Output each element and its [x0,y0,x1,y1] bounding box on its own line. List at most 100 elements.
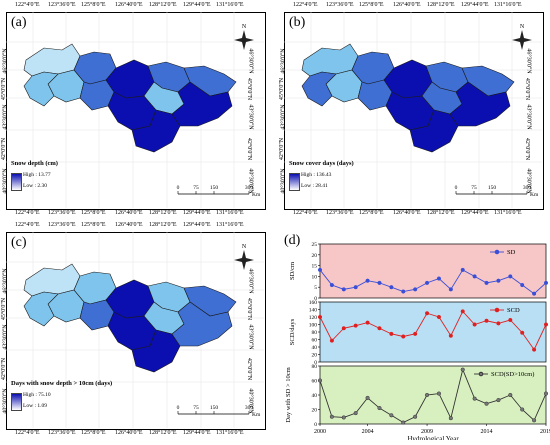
data-point [389,413,394,418]
lon-label: 123°36'0"E [326,210,354,216]
y-tick-label: 15 [312,264,318,270]
lon-label: 122°4'0"E [15,430,40,436]
lon-label: 129°44'0"E [183,222,211,228]
data-point [460,367,465,372]
y-tick-label: 140 [309,308,318,314]
y-axis-label: SD/cm [289,262,296,280]
data-point [508,274,513,279]
scale-tick-label: 0 [177,405,180,411]
scale-tick-label: 75 [193,185,199,191]
data-point [329,414,334,419]
north-label: N [242,244,247,250]
scale-unit: Km [252,192,261,198]
data-point [365,320,370,325]
legend-color-ramp [11,173,22,191]
data-point [377,326,382,331]
north-arrow-icon: N [234,24,254,50]
legend-marker [494,307,500,313]
map-region [171,301,233,347]
lon-label: 123°36'0"E [48,210,76,216]
map-region [23,71,59,107]
lon-label: 125°8'0"E [81,2,106,8]
y-tick-label: 25 [312,242,318,248]
y-tick-label: 40 [312,345,318,351]
legend-color-ramp [11,393,22,411]
plot-background [319,243,547,299]
x-tick-label: 2004 [362,429,374,435]
scale-tick-label: 0 [455,185,458,191]
data-point [484,401,489,406]
lon-label: 122°4'0"E [15,2,40,8]
data-point [317,378,323,383]
y-tick-label: 100 [309,323,318,329]
data-point [448,416,453,421]
scale-tick-label: 75 [193,405,199,411]
data-point [389,285,394,290]
y-tick-label: 160 [309,300,318,306]
lon-label: 126°40'0"E [115,2,143,8]
lon-label: 128°12'0"E [427,2,455,8]
data-point [508,392,513,398]
data-point [425,311,430,316]
data-point [508,317,513,323]
data-point [532,418,537,423]
legend-low: Low : 2.30 [23,183,47,189]
lon-label: 122°4'0"E [15,222,40,228]
lon-label: 129°44'0"E [461,2,489,8]
lon-label: 128°12'0"E [149,430,177,436]
y-axis-label: SCD/days [289,318,296,345]
lon-label: 123°36'0"E [48,2,76,8]
y-tick-label: 0 [314,296,317,302]
legend-color-ramp [289,173,300,191]
north-label: N [520,24,525,30]
x-tick-label: 2019 [540,429,550,435]
data-point [543,391,549,396]
y-tick-label: 60 [312,338,318,344]
data-point [520,407,525,412]
lon-label: 122°4'0"E [293,210,318,216]
data-point [377,280,382,285]
data-point [448,287,453,292]
data-point [520,330,525,335]
data-point [353,411,358,416]
scale-tick-label: 0 [177,185,180,191]
data-point [436,314,441,320]
legend-label: SCD [507,307,520,314]
data-point [496,398,501,403]
lon-label: 131°16'0"E [216,2,244,8]
data-point [413,287,418,292]
panel-label: (a) [11,15,27,30]
data-point [460,267,465,272]
data-point [413,414,418,419]
lon-label: 126°40'0"E [115,430,143,436]
scale-tick-label: 75 [471,185,477,191]
data-point [460,309,465,314]
lon-label: 125°8'0"E [359,210,384,216]
y-tick-label: 0 [314,422,317,428]
data-point [496,321,501,326]
data-point [353,285,358,290]
panel-label: (b) [289,15,306,30]
series-line [319,269,547,295]
scale-tick-label: 300 [245,405,254,411]
north-arrow-icon: N [234,244,254,270]
data-point [425,392,430,398]
lon-label: 126°40'0"E [393,2,421,8]
lon-label: 131°16'0"E [494,210,522,216]
y-tick-label: 10 [312,274,318,280]
data-point [329,338,334,343]
legend-title: Snow cover days (days) [289,160,354,167]
map-1-content: 122°4'0"E 122°4'0"E 123°36'0"E 123°36'0"E 12… [1,2,264,216]
lon-label: 129°44'0"E [183,2,211,8]
y-tick-label: 80 [312,364,318,370]
scale-unit: Km [530,192,539,198]
x-axis-label: Hydrological Year [407,435,459,440]
data-point [389,331,394,336]
data-point [532,347,537,352]
legend-title: Snow depth (cm) [11,160,58,167]
data-point [496,278,501,283]
lon-label: 128°12'0"E [149,222,177,228]
lon-label: 128°12'0"E [427,210,455,216]
legend-high: High : 13.77 [23,172,51,178]
lon-label: 126°40'0"E [115,222,143,228]
